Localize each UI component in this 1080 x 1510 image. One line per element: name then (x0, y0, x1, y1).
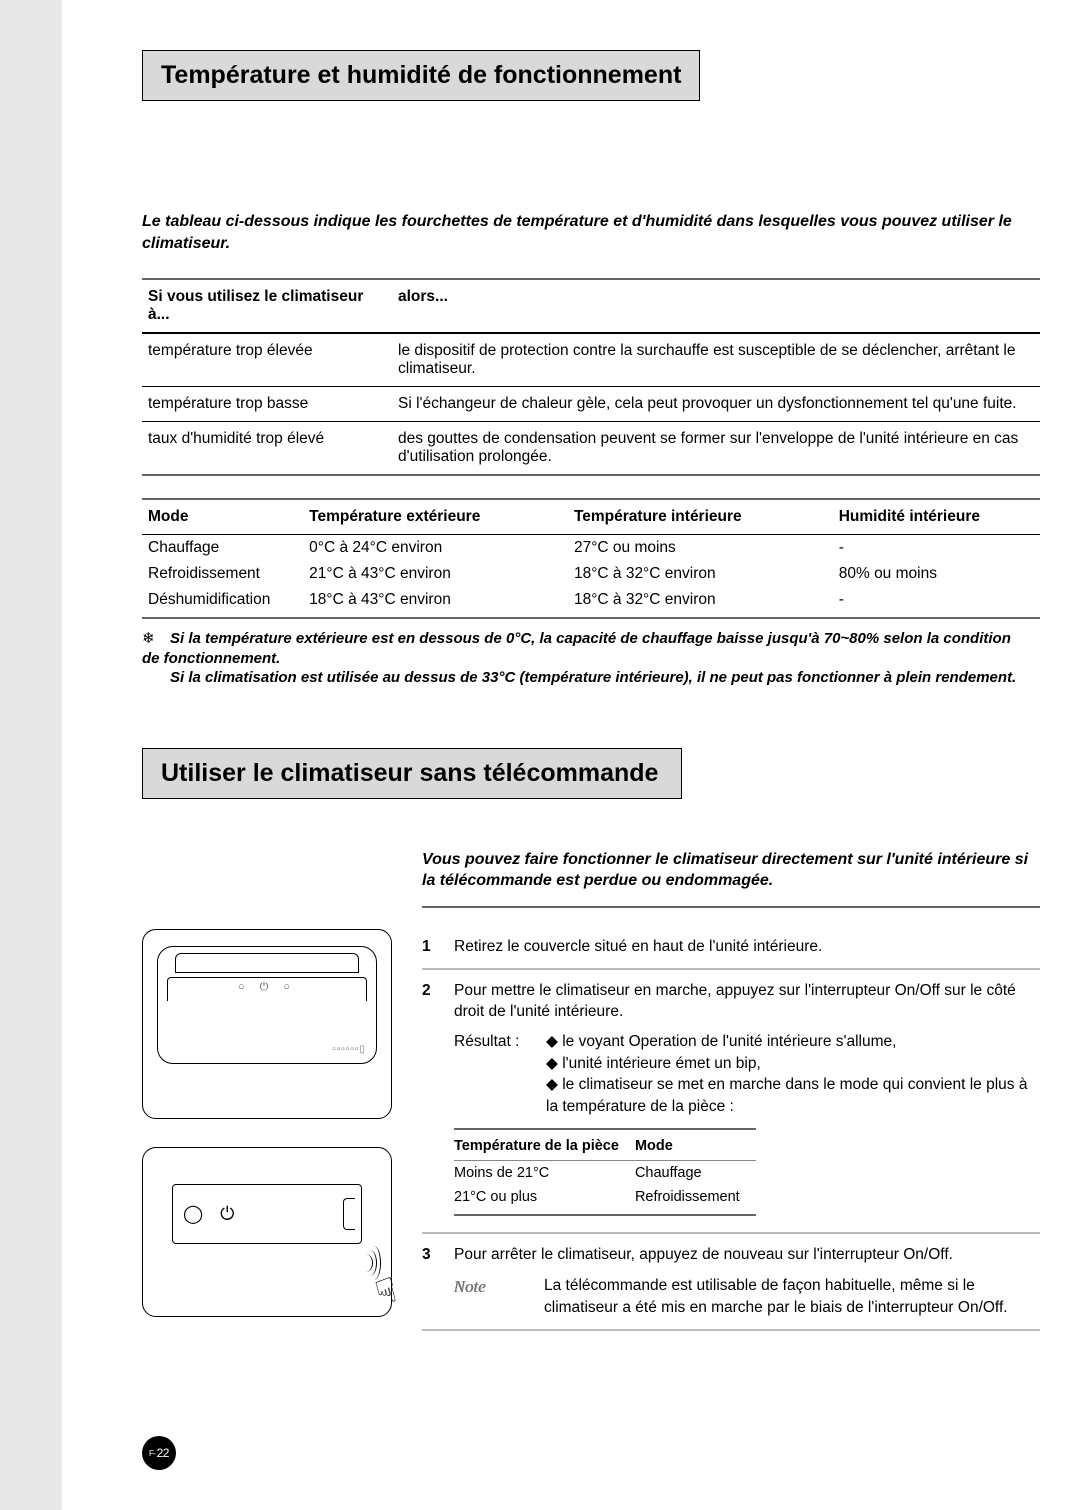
footnote2: Si la climatisation est utilisée au dess… (142, 668, 1020, 688)
step-number: 2 (422, 980, 440, 1222)
table-row: température trop basse Si l'échangeur de… (142, 387, 1040, 422)
instructions-column: Vous pouvez faire fonctionner le climati… (422, 849, 1040, 1345)
table-row: Chauffage 0°C à 24°C environ 27°C ou moi… (142, 535, 1040, 562)
footnotes: ❄Si la température extérieure est en des… (142, 629, 1020, 688)
step-number: 3 (422, 1244, 440, 1319)
modes-h4: Humidité intérieure (833, 499, 1040, 535)
page-num: 22 (157, 1446, 169, 1460)
result-label: Résultat : (454, 1031, 534, 1118)
content-area: Température et humidité de fonctionnemen… (62, 0, 1080, 1345)
note-text: La télécommande est utilisable de façon … (544, 1275, 1040, 1318)
modes-h1: Mode (142, 499, 303, 535)
illustration-unit-front: ▫▫▫▫▫▫▯ (142, 929, 392, 1119)
table-row: taux d'humidité trop élevé des gouttes d… (142, 422, 1040, 476)
table-row: 21°C ou plus Refroidissement (454, 1185, 756, 1214)
step1-text: Retirez le couvercle situé en haut de l'… (454, 936, 1040, 958)
modes-table: Mode Température extérieure Température … (142, 498, 1040, 619)
step3-text: Pour arrêter le climatiseur, appuyez de … (454, 1244, 1040, 1266)
illustrations-column: ▫▫▫▫▫▫▯ ◯ ⏻ ☟ (142, 849, 392, 1345)
table-row: Déshumidification 18°C à 43°C environ 18… (142, 587, 1040, 618)
step-3: 3 Pour arrêter le climatiseur, appuyez d… (422, 1234, 1040, 1331)
conditions-h1: Si vous utilisez le climatiseur à... (142, 279, 392, 333)
page-number-badge: F-22 (142, 1436, 176, 1470)
table-row: température trop élevée le dispositif de… (142, 333, 1040, 387)
step-1: 1 Retirez le couvercle situé en haut de … (422, 926, 1040, 970)
modes-h3: Température intérieure (568, 499, 833, 535)
mini-h1: Température de la pièce (454, 1129, 635, 1161)
conditions-table: Si vous utilisez le climatiseur à... alo… (142, 278, 1040, 476)
page: Température et humidité de fonctionnemen… (62, 0, 1080, 1510)
list-item: le climatiseur se met en marche dans le … (546, 1074, 1040, 1117)
list-item: le voyant Operation de l'unité intérieur… (546, 1031, 1040, 1053)
list-item: l'unité intérieure émet un bip, (546, 1053, 1040, 1075)
mini-h2: Mode (635, 1129, 756, 1161)
press-icon: ☟ (371, 1270, 401, 1314)
footnote1: Si la température extérieure est en dess… (142, 630, 1011, 667)
step2-text: Pour mettre le climatiseur en marche, ap… (454, 980, 1040, 1023)
page-prefix: F- (149, 1449, 156, 1458)
step-number: 1 (422, 936, 440, 958)
section1-intro: Le tableau ci-dessous indique les fourch… (142, 211, 1020, 254)
two-column-layout: ▫▫▫▫▫▫▯ ◯ ⏻ ☟ Vous pouvez faire fonction… (142, 849, 1040, 1345)
table-row: Refroidissement 21°C à 43°C environ 18°C… (142, 561, 1040, 587)
section2-title: Utiliser le climatiseur sans télécommand… (142, 748, 682, 799)
section2-intro: Vous pouvez faire fonctionner le climati… (422, 849, 1040, 908)
section1-title: Température et humidité de fonctionnemen… (142, 50, 700, 101)
table-row: Moins de 21°C Chauffage (454, 1160, 756, 1185)
footnote-marker: ❄ (142, 629, 170, 649)
step-2: 2 Pour mettre le climatiseur en marche, … (422, 970, 1040, 1234)
note-label: Note (454, 1275, 528, 1318)
conditions-h2: alors... (392, 279, 1040, 333)
result-bullets: le voyant Operation de l'unité intérieur… (546, 1031, 1040, 1118)
modes-h2: Température extérieure (303, 499, 568, 535)
temp-mode-table: Température de la pièce Mode Moins de 21… (454, 1128, 756, 1216)
illustration-button-zoom: ◯ ⏻ ☟ (142, 1147, 392, 1317)
